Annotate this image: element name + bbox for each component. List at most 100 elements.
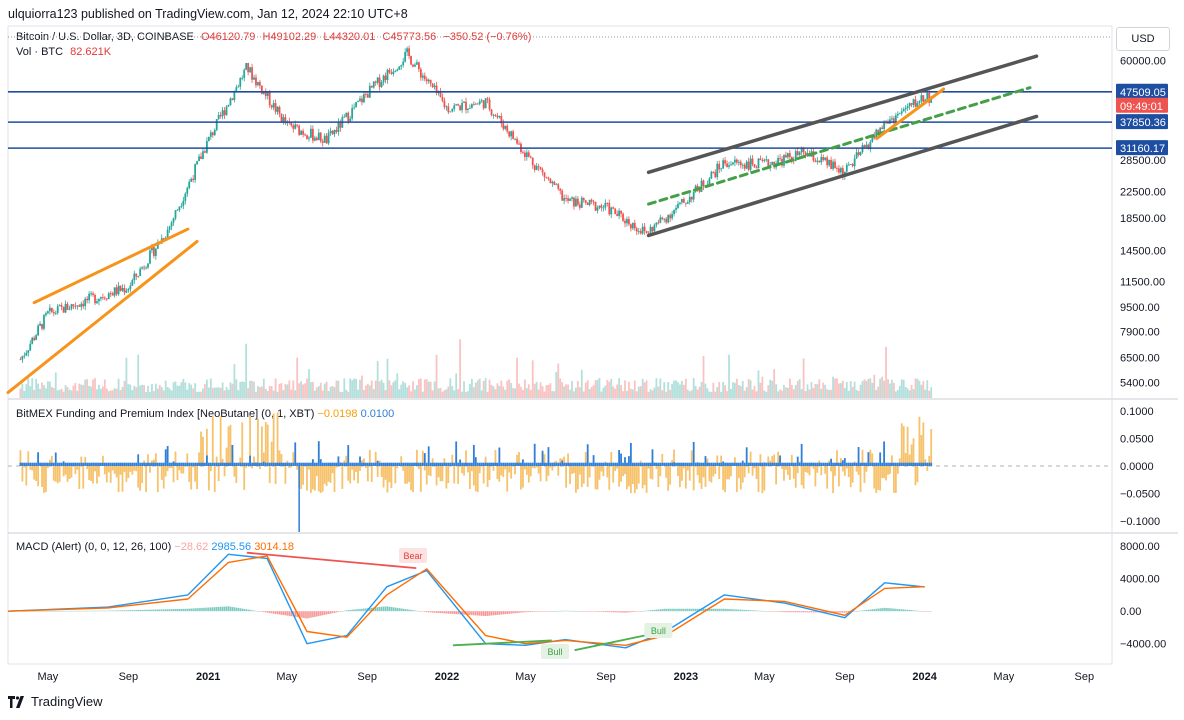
orange-wedge-lower-line[interactable]	[6, 239, 199, 395]
funding-premium-bar	[172, 466, 175, 483]
bear-divergence-line[interactable]	[246, 551, 417, 570]
macd-histogram-bar	[861, 610, 864, 612]
candle-body	[378, 77, 381, 87]
funding-rate-bar	[708, 462, 711, 466]
macd-histogram-bar	[902, 609, 905, 612]
macd-histogram-bar	[804, 611, 807, 613]
funding-rate-bar	[200, 462, 202, 466]
macd-histogram-bar	[288, 611, 291, 616]
volume-bar	[788, 378, 791, 398]
orange-short-trend-line[interactable]	[875, 87, 946, 140]
volume-bar	[276, 391, 279, 398]
funding-premium-bar	[928, 455, 931, 466]
macd-histogram-bar	[380, 606, 383, 612]
funding-rate-bar	[522, 459, 524, 466]
macd-histogram-bar	[765, 611, 768, 612]
macd-histogram-bar	[573, 610, 575, 612]
funding-rate-bar	[145, 462, 147, 466]
volume-bar	[504, 389, 507, 398]
funding-rate-bar	[555, 462, 558, 466]
funding-rate-bar	[553, 462, 556, 466]
symbol-title[interactable]: Bitcoin / U.S. Dollar, 3D, COINBASE	[16, 31, 194, 43]
macd-histogram-bar	[321, 611, 324, 616]
funding-rate-bar	[190, 462, 193, 466]
macd-histogram-bar	[370, 607, 373, 612]
macd-histogram-bar	[700, 608, 703, 612]
volume-bar	[832, 376, 834, 398]
funding-rate-bar	[219, 462, 222, 466]
bull-divergence-line[interactable]	[574, 628, 672, 652]
volume-bar	[633, 380, 636, 398]
macd-histogram-bar	[891, 608, 893, 612]
funding-premium-bar	[708, 466, 711, 482]
candle-body	[889, 119, 891, 124]
tradingview-footer[interactable]: TradingView	[8, 694, 103, 709]
macd-histogram-bar	[84, 610, 87, 612]
candle-body	[608, 203, 611, 215]
macd-histogram-bar	[522, 611, 524, 613]
candle-body	[315, 137, 318, 141]
funding-rate-bar	[35, 462, 38, 466]
green-dashed-midline[interactable]	[647, 86, 1032, 206]
macd-histogram-bar	[537, 611, 540, 612]
macd-histogram-bar	[551, 611, 554, 612]
funding-rate-bar	[331, 462, 334, 466]
funding-premium-bar	[103, 466, 106, 475]
macd-histogram-bar	[824, 611, 827, 613]
candle-body	[510, 131, 513, 137]
macd-histogram-bar	[557, 610, 560, 612]
volume-bar	[100, 388, 102, 398]
volume-label[interactable]: Vol · BTC	[16, 46, 64, 58]
funding-rate-bar	[759, 462, 762, 466]
macd-histogram-bar	[847, 611, 850, 613]
funding-rate-bar	[863, 462, 866, 466]
funding-premium-bar	[139, 466, 142, 491]
candle-body	[910, 103, 913, 105]
macd-histogram-bar	[810, 611, 813, 613]
candle-body	[565, 198, 568, 199]
funding-premium-bar	[667, 466, 670, 491]
funding-rate-bar	[198, 462, 200, 466]
candle-body	[682, 199, 685, 203]
macd-histogram-bar	[429, 611, 432, 613]
volume-bar	[814, 383, 817, 398]
currency-button[interactable]: USD	[1116, 27, 1170, 51]
channel-upper-line[interactable]	[646, 54, 1039, 175]
funding-premium-bar	[706, 458, 709, 466]
orange-wedge-upper-line[interactable]	[32, 227, 190, 305]
macd-histogram-bar	[881, 608, 883, 612]
macd-histogram-bar	[192, 608, 194, 612]
volume-bar	[294, 390, 297, 398]
funding-rate-bar	[29, 462, 32, 466]
candle-body	[70, 304, 73, 309]
bull-divergence-line[interactable]	[452, 639, 552, 647]
macd-histogram-bar	[802, 611, 805, 613]
funding-rate-bar	[914, 462, 917, 466]
candle-body	[567, 198, 569, 201]
macd-title[interactable]: MACD (Alert) (0, 0, 12, 26, 100)	[16, 541, 172, 553]
channel-lower-line[interactable]	[646, 114, 1039, 238]
volume-bar	[194, 383, 197, 398]
macd-histogram-bar	[349, 609, 351, 612]
funding-premium-bar	[215, 456, 218, 466]
funding-premium-bar	[241, 422, 244, 466]
macd-histogram-bar	[227, 606, 230, 612]
candle-body	[800, 148, 803, 153]
macd-histogram-bar	[510, 611, 512, 614]
funding-rate-bar	[875, 462, 878, 466]
macd-histogram-bar	[296, 611, 298, 618]
volume-bar	[616, 384, 619, 398]
funding-rate-bar	[245, 462, 248, 466]
funding-rate-bar	[834, 462, 836, 466]
volume-bar	[402, 381, 405, 398]
macd-histogram-bar	[88, 610, 90, 612]
funding-rate-bar	[225, 462, 228, 466]
funding-title[interactable]: BitMEX Funding and Premium Index [NeoBut…	[16, 408, 315, 420]
candle-body	[374, 81, 377, 83]
macd-histogram-bar	[317, 611, 320, 617]
funding-rate-bar	[496, 462, 499, 466]
funding-rate-bar	[928, 462, 931, 466]
candle-body	[433, 85, 436, 88]
funding-rate-bar	[139, 462, 142, 466]
